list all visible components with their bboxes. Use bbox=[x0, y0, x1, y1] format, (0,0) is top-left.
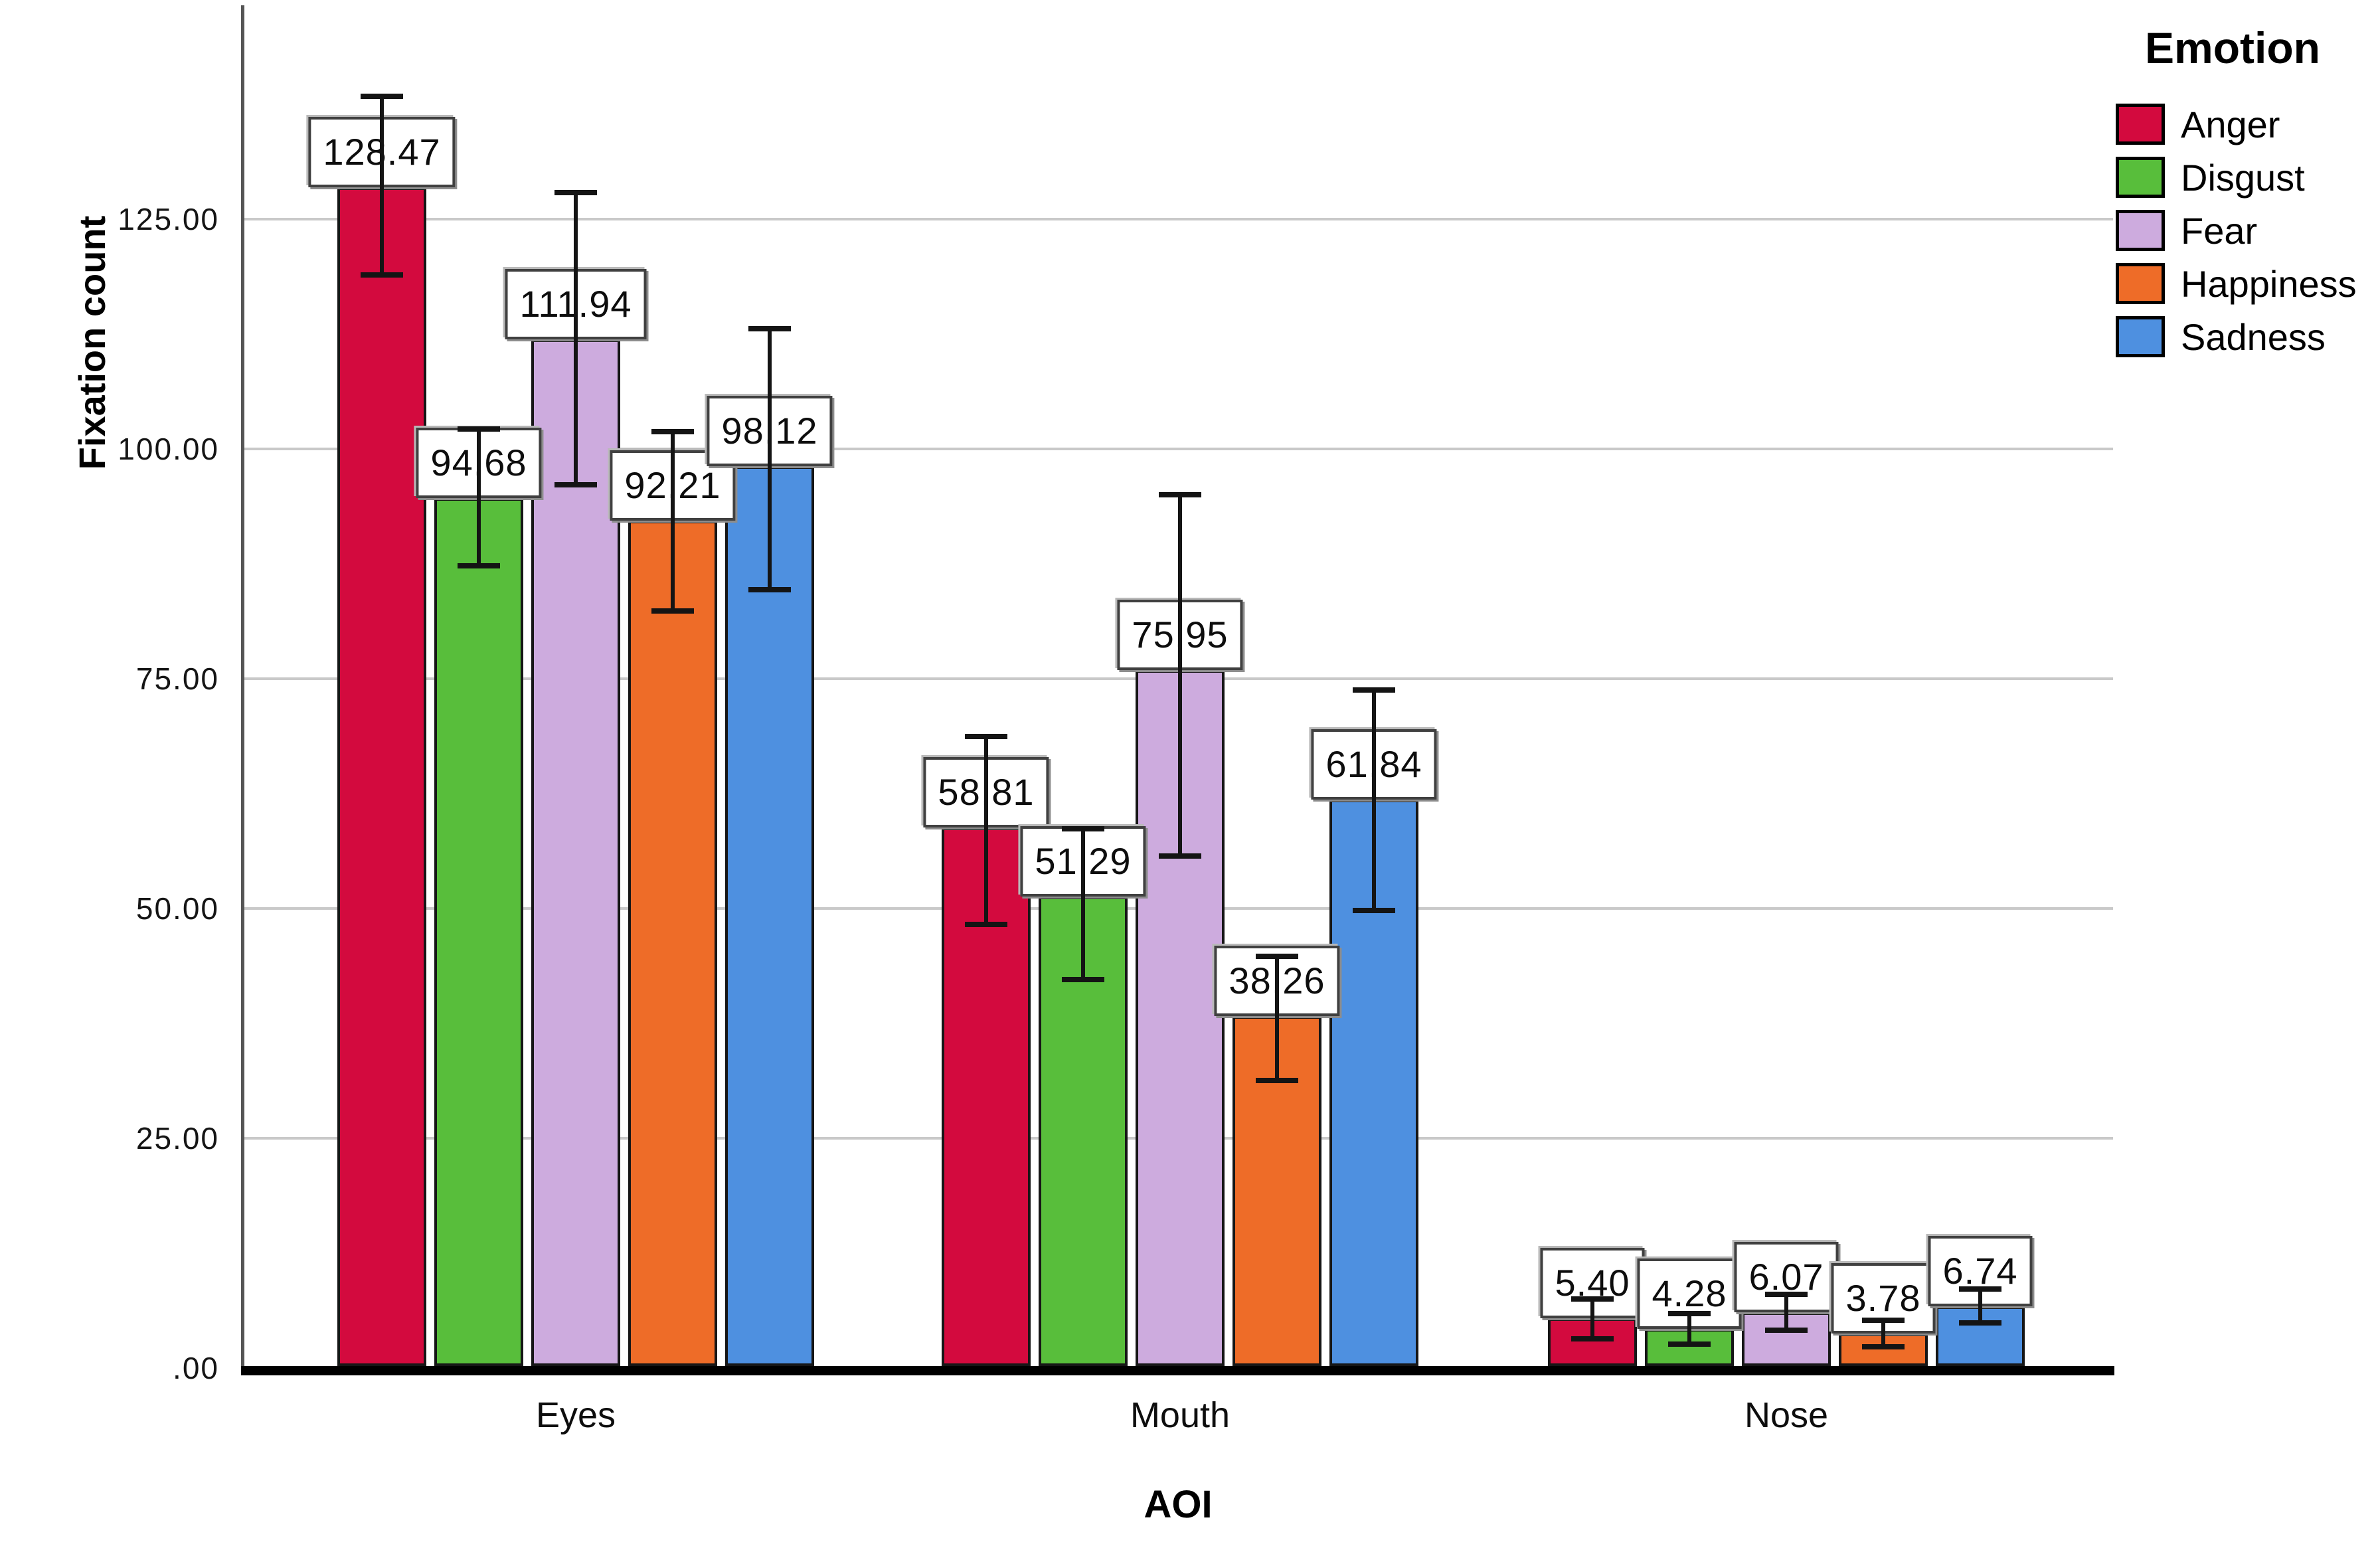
error-cap-bottom bbox=[1862, 1344, 1905, 1349]
legend-swatch-fear bbox=[2116, 210, 2165, 251]
error-bar-sadness-nose bbox=[1978, 1289, 1982, 1323]
legend-swatch-anger bbox=[2116, 104, 2165, 145]
error-bar-fear-eyes bbox=[574, 193, 578, 485]
error-cap-top bbox=[554, 190, 597, 195]
error-cap-top bbox=[1959, 1286, 2001, 1292]
legend-label: Disgust bbox=[2181, 156, 2305, 199]
legend-label: Fear bbox=[2181, 209, 2258, 252]
gridline bbox=[243, 448, 2113, 450]
legend: Emotion Anger Disgust Fear Happiness Sadness bbox=[2116, 23, 2380, 369]
error-bar-disgust-mouth bbox=[1081, 829, 1085, 980]
error-bar-sadness-mouth bbox=[1372, 690, 1376, 910]
error-cap-bottom bbox=[1765, 1328, 1808, 1333]
legend-item-sadness: Sadness bbox=[2116, 315, 2380, 358]
legend-swatch-happiness bbox=[2116, 263, 2165, 304]
x-category-label-eyes: Eyes bbox=[535, 1395, 616, 1435]
error-cap-top bbox=[458, 426, 500, 432]
legend-label: Happiness bbox=[2181, 262, 2357, 305]
error-cap-top bbox=[1256, 954, 1298, 959]
error-bar-disgust-nose bbox=[1687, 1314, 1691, 1344]
error-cap-bottom bbox=[651, 608, 694, 614]
bar-sadness-eyes bbox=[725, 466, 814, 1366]
error-bar-fear-nose bbox=[1784, 1294, 1788, 1330]
error-bar-sadness-eyes bbox=[768, 329, 772, 590]
legend-item-anger: Anger bbox=[2116, 104, 2380, 145]
x-axis-title: AOI bbox=[1144, 1483, 1213, 1526]
error-cap-bottom bbox=[1256, 1078, 1298, 1083]
y-axis-title: Fixation count bbox=[71, 215, 113, 470]
error-cap-bottom bbox=[554, 482, 597, 487]
bar-fear-eyes bbox=[531, 339, 620, 1366]
x-category-label-mouth: Mouth bbox=[1130, 1395, 1231, 1435]
error-bar-happiness-mouth bbox=[1275, 956, 1279, 1080]
error-bar-fear-mouth bbox=[1178, 495, 1182, 856]
bar-anger-eyes bbox=[337, 187, 426, 1366]
error-cap-top bbox=[361, 94, 403, 99]
error-cap-bottom bbox=[1959, 1320, 2001, 1326]
y-axis-line bbox=[241, 5, 244, 1366]
error-cap-bottom bbox=[1668, 1341, 1711, 1347]
gridline bbox=[243, 218, 2113, 220]
error-cap-top bbox=[965, 734, 1007, 739]
error-cap-top bbox=[1159, 492, 1201, 497]
y-tick-label: 50.00 bbox=[135, 891, 219, 926]
error-cap-bottom bbox=[1062, 977, 1104, 982]
bar-disgust-eyes bbox=[434, 498, 523, 1366]
x-axis-line bbox=[241, 1366, 2114, 1375]
error-cap-bottom bbox=[1353, 908, 1395, 913]
error-cap-top bbox=[1571, 1296, 1614, 1302]
error-bar-anger-eyes bbox=[380, 96, 384, 275]
legend-title: Emotion bbox=[2145, 23, 2320, 72]
legend-swatch-sadness bbox=[2116, 316, 2165, 357]
error-cap-bottom bbox=[458, 563, 500, 568]
legend-item-fear: Fear bbox=[2116, 209, 2380, 252]
legend-item-happiness: Happiness bbox=[2116, 262, 2380, 305]
error-bar-disgust-eyes bbox=[477, 429, 481, 566]
error-cap-top bbox=[1353, 687, 1395, 693]
bar-happiness-eyes bbox=[628, 521, 717, 1366]
error-cap-top bbox=[1062, 826, 1104, 831]
error-cap-top bbox=[1765, 1292, 1808, 1297]
error-bar-happiness-nose bbox=[1881, 1320, 1885, 1347]
error-cap-bottom bbox=[1571, 1336, 1614, 1341]
legend-label: Anger bbox=[2181, 103, 2280, 145]
value-label: 6.07 bbox=[1734, 1242, 1839, 1312]
error-cap-bottom bbox=[361, 272, 403, 278]
y-tick-label: 125.00 bbox=[118, 202, 219, 236]
error-cap-bottom bbox=[965, 922, 1007, 927]
error-cap-top bbox=[748, 326, 791, 331]
legend-items: Anger Disgust Fear Happiness Sadness bbox=[2116, 104, 2380, 358]
y-tick-label: 75.00 bbox=[135, 661, 219, 696]
y-tick-label: .00 bbox=[173, 1351, 219, 1385]
y-tick-label: 25.00 bbox=[135, 1121, 219, 1156]
error-cap-bottom bbox=[1159, 853, 1201, 859]
error-bar-anger-mouth bbox=[984, 736, 988, 924]
legend-label: Sadness bbox=[2181, 315, 2326, 358]
value-label: 6.74 bbox=[1928, 1236, 2033, 1306]
error-cap-top bbox=[1862, 1318, 1905, 1323]
legend-swatch-disgust bbox=[2116, 157, 2165, 198]
error-cap-top bbox=[1668, 1311, 1711, 1316]
legend-item-disgust: Disgust bbox=[2116, 156, 2380, 199]
error-bar-happiness-eyes bbox=[671, 432, 675, 611]
error-cap-top bbox=[651, 429, 694, 434]
error-cap-bottom bbox=[748, 587, 791, 592]
y-tick-label: 100.00 bbox=[118, 432, 219, 466]
error-bar-anger-nose bbox=[1590, 1299, 1594, 1339]
x-category-label-nose: Nose bbox=[1744, 1395, 1829, 1435]
